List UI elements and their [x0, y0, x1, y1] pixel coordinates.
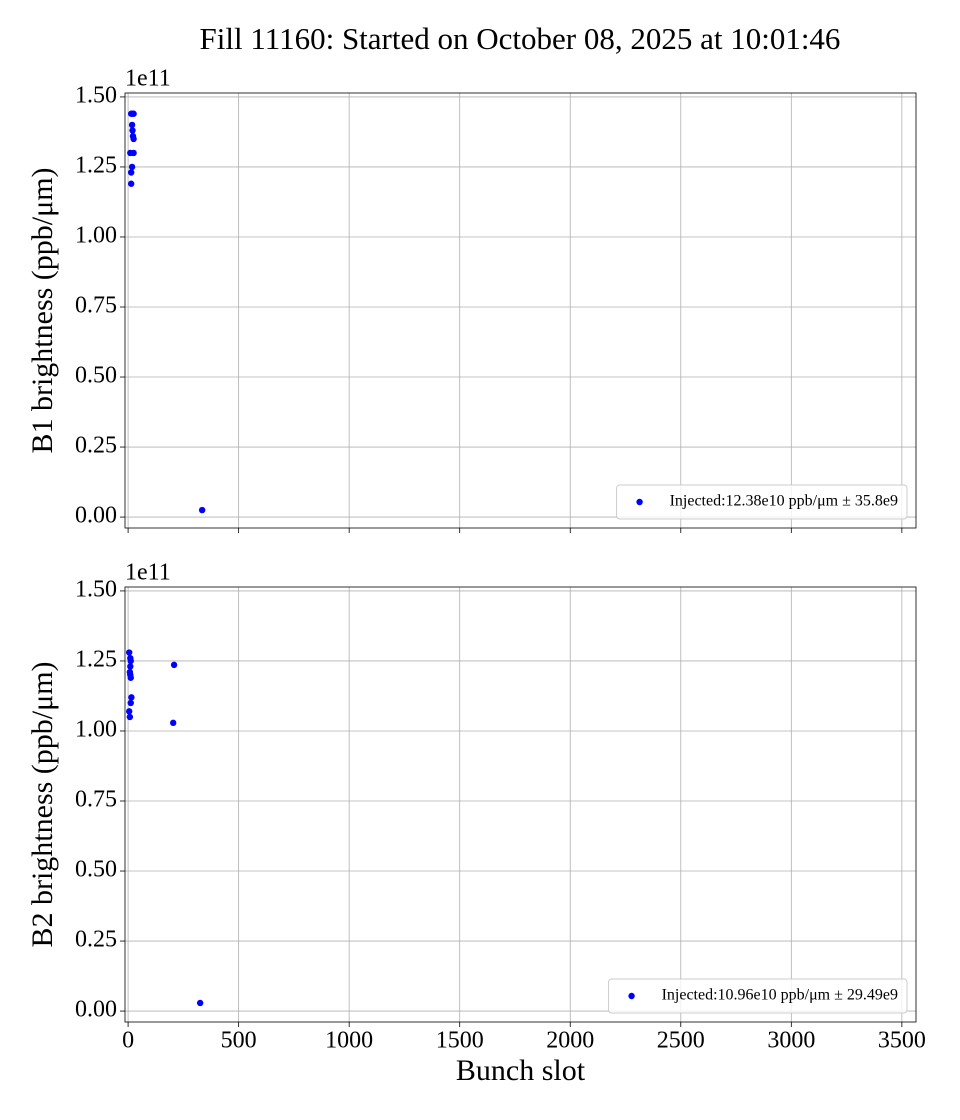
data-point: [198, 506, 206, 514]
data-point: [127, 657, 134, 665]
data-point: [130, 135, 137, 143]
y-tick-label: 1.25: [75, 646, 117, 672]
legend-box: [616, 484, 908, 520]
legend-box: [608, 978, 908, 1014]
y-tick-label: 1.25: [75, 152, 117, 178]
data-point: [128, 694, 135, 701]
data-point: [130, 110, 137, 117]
x-tick-label: 1000: [325, 1028, 373, 1054]
y-offset-label: 1e11: [125, 66, 171, 92]
x-tick-label: 2000: [546, 1028, 594, 1054]
data-point: [127, 180, 135, 187]
legend-marker: [636, 498, 643, 506]
plot-frame: [124, 92, 917, 529]
data-point: [127, 674, 134, 681]
legend-label: Injected:10.96e10 ppb/μm ± 29.49e9: [662, 987, 898, 1004]
data-point: [126, 649, 133, 656]
legend: Injected:10.96e10 ppb/μm ± 29.49e9: [608, 978, 908, 1014]
y-tick-label: 0.25: [75, 927, 117, 953]
x-tick-label: 3500: [878, 1028, 926, 1054]
data-point: [128, 163, 136, 171]
x-tick-label: 500: [221, 1028, 257, 1054]
plot-frame: [124, 586, 917, 1023]
x-tick-label: 0: [122, 1028, 134, 1054]
y-tick-label: 0.75: [75, 292, 117, 318]
y-tick-label: 1.00: [75, 716, 117, 742]
x-tick-label: 2500: [657, 1028, 705, 1054]
figure-title: Fill 11160: Started on October 08, 2025 …: [200, 21, 841, 56]
legend: Injected:12.38e10 ppb/μm ± 35.8e9: [616, 484, 908, 520]
y-offset-label: 1e11: [125, 560, 171, 586]
x-tick-label: 3000: [767, 1028, 815, 1054]
data-point: [127, 169, 135, 176]
legend-marker: [628, 992, 635, 1000]
y-axis-label: B2 brightness (ppb/μm): [26, 661, 59, 947]
y-axis-label: B1 brightness (ppb/μm): [26, 167, 59, 453]
data-point: [128, 121, 136, 129]
y-tick-label: 0.00: [75, 997, 117, 1023]
data-point: [126, 713, 134, 721]
y-tick-label: 1.50: [75, 576, 117, 602]
y-tick-label: 1.50: [75, 82, 117, 108]
data-point: [169, 719, 177, 727]
y-tick-label: 0.00: [75, 503, 117, 529]
x-axis-label: Bunch slot: [456, 1054, 586, 1087]
y-tick-label: 0.50: [75, 363, 117, 389]
data-point: [129, 127, 136, 134]
y-tick-label: 0.50: [75, 857, 117, 883]
data-point: [126, 708, 133, 715]
data-point: [196, 999, 204, 1007]
y-tick-label: 0.75: [75, 786, 117, 812]
data-point: [170, 661, 178, 669]
data-point: [127, 699, 134, 707]
data-point: [127, 663, 134, 670]
data-point: [130, 149, 137, 157]
legend-label: Injected:12.38e10 ppb/μm ± 35.8e9: [670, 493, 898, 510]
y-tick-label: 1.00: [75, 222, 117, 248]
x-tick-label: 1500: [436, 1028, 484, 1054]
y-tick-label: 0.25: [75, 433, 117, 459]
